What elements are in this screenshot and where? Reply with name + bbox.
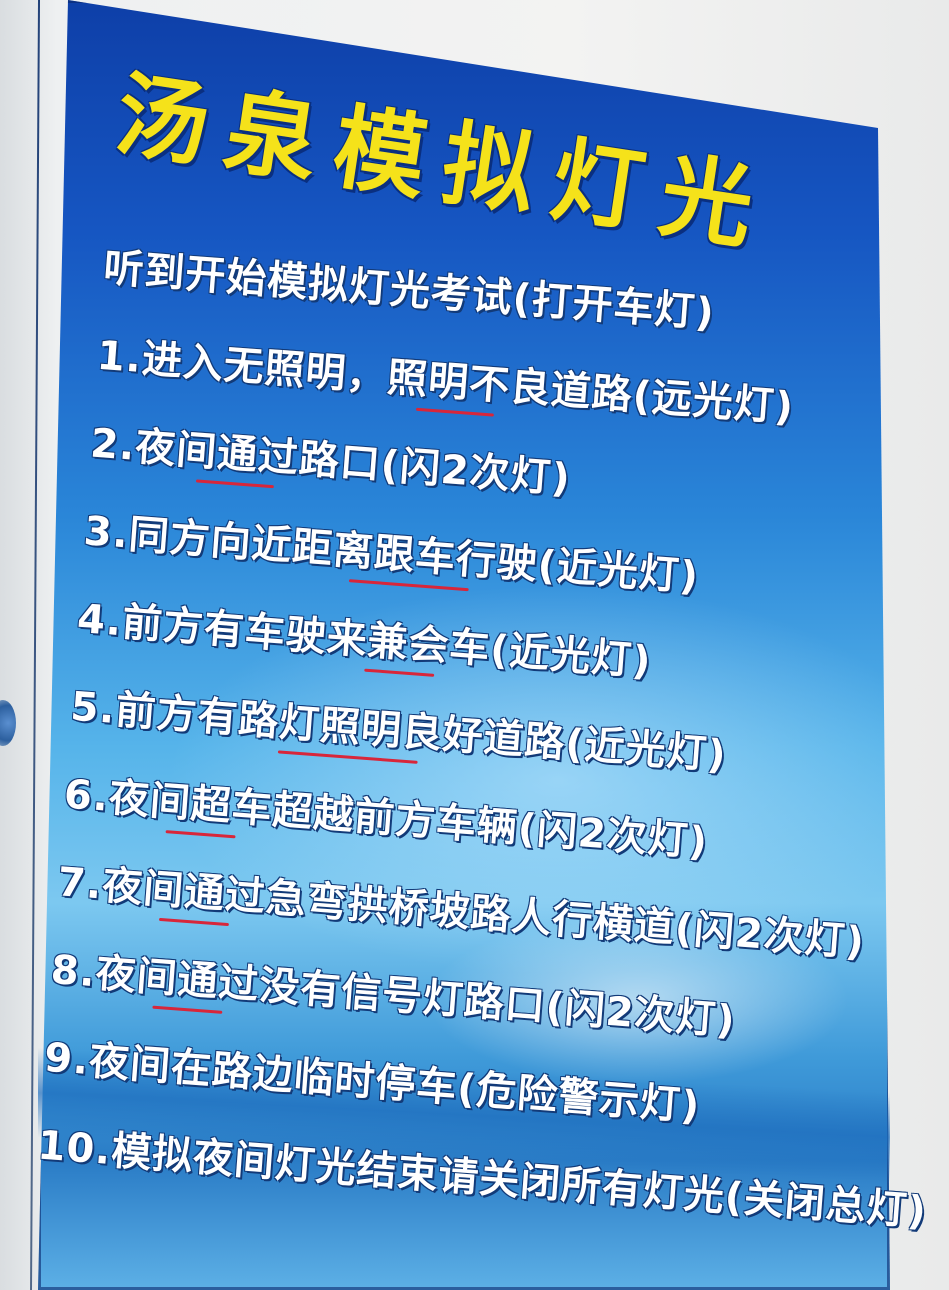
red-underline — [165, 830, 236, 839]
red-underline — [152, 1005, 223, 1014]
wall-object — [0, 700, 16, 746]
red-underline — [364, 668, 435, 677]
red-underline — [158, 917, 229, 927]
sign-board-edge — [30, 0, 40, 1290]
red-underline — [195, 479, 274, 489]
sign-text-block: 听到开始模拟灯光考试(打开车灯) 1.进入无照明，照明不良道路(远光灯) 2.夜… — [33, 238, 949, 1270]
red-underline — [415, 407, 494, 417]
